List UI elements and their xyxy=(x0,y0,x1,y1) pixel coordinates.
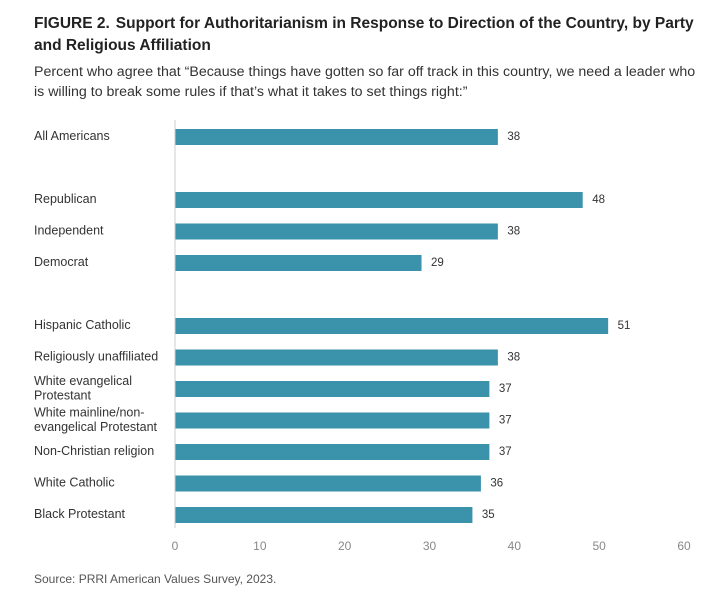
value-label: 35 xyxy=(482,509,495,521)
category-label-line: Non-Christian religion xyxy=(34,444,154,458)
x-tick-label: 50 xyxy=(592,539,606,553)
value-label: 38 xyxy=(507,352,520,364)
value-label: 48 xyxy=(592,194,605,206)
category-label-line: All Americans xyxy=(34,129,110,143)
bar xyxy=(175,129,498,145)
category-label: All Americans xyxy=(34,129,110,143)
value-label: 29 xyxy=(431,257,444,269)
bar xyxy=(175,412,490,429)
category-label-line: Independent xyxy=(34,224,104,238)
category-label-line: White evangelical xyxy=(34,374,132,388)
category-label-line: Protestant xyxy=(34,389,92,403)
category-label: Independent xyxy=(34,224,104,238)
category-label-line: Religiously unaffiliated xyxy=(34,350,158,364)
category-label: Republican xyxy=(34,192,97,206)
value-label: 37 xyxy=(499,415,512,427)
category-label: Democrat xyxy=(34,255,89,269)
source-note: Source: PRRI American Values Survey, 202… xyxy=(34,572,277,586)
bar xyxy=(175,444,490,460)
x-tick-label: 60 xyxy=(677,539,691,553)
category-label: White evangelical Protestant xyxy=(34,374,132,403)
category-label: Hispanic Catholic xyxy=(34,318,131,332)
value-label: 38 xyxy=(507,131,520,143)
x-tick-label: 10 xyxy=(253,539,267,553)
bar xyxy=(175,507,473,523)
value-label: 37 xyxy=(499,383,512,395)
figure-title-text: Support for Authoritarianism in Response… xyxy=(34,15,694,54)
x-tick-label: 40 xyxy=(508,539,522,553)
figure-title: FIGURE 2. Support for Authoritarianism in… xyxy=(34,13,704,57)
x-tick-label: 20 xyxy=(338,539,352,553)
category-label: Black Protestant xyxy=(34,507,126,521)
x-tick-label: 0 xyxy=(172,539,179,553)
category-label-line: White Catholic xyxy=(34,476,115,490)
category-label-line: Black Protestant xyxy=(34,507,126,521)
value-label: 38 xyxy=(507,226,520,238)
bar xyxy=(175,475,481,492)
category-label: Non-Christian religion xyxy=(34,444,154,458)
value-label: 37 xyxy=(499,446,512,458)
category-label: Religiously unaffiliated xyxy=(34,350,158,364)
figure-subtitle: Percent who agree that “Because things h… xyxy=(34,64,696,100)
bar xyxy=(175,349,498,366)
value-label: 36 xyxy=(490,478,503,490)
value-label: 51 xyxy=(618,320,631,332)
x-tick-label: 30 xyxy=(423,539,437,553)
bar xyxy=(175,381,490,397)
category-label-line: evangelical Protestant xyxy=(34,420,158,434)
figure-label: FIGURE 2. xyxy=(34,15,110,32)
bar xyxy=(175,192,583,208)
category-label-line: Republican xyxy=(34,192,97,206)
category-label-line: White mainline/non- xyxy=(34,406,144,420)
category-label-line: Hispanic Catholic xyxy=(34,318,131,332)
bar xyxy=(175,223,498,240)
bar xyxy=(175,255,422,271)
category-label: White mainline/non-evangelical Protestan… xyxy=(34,406,158,435)
bar xyxy=(175,318,609,334)
category-label: White Catholic xyxy=(34,476,115,490)
category-label-line: Democrat xyxy=(34,255,89,269)
